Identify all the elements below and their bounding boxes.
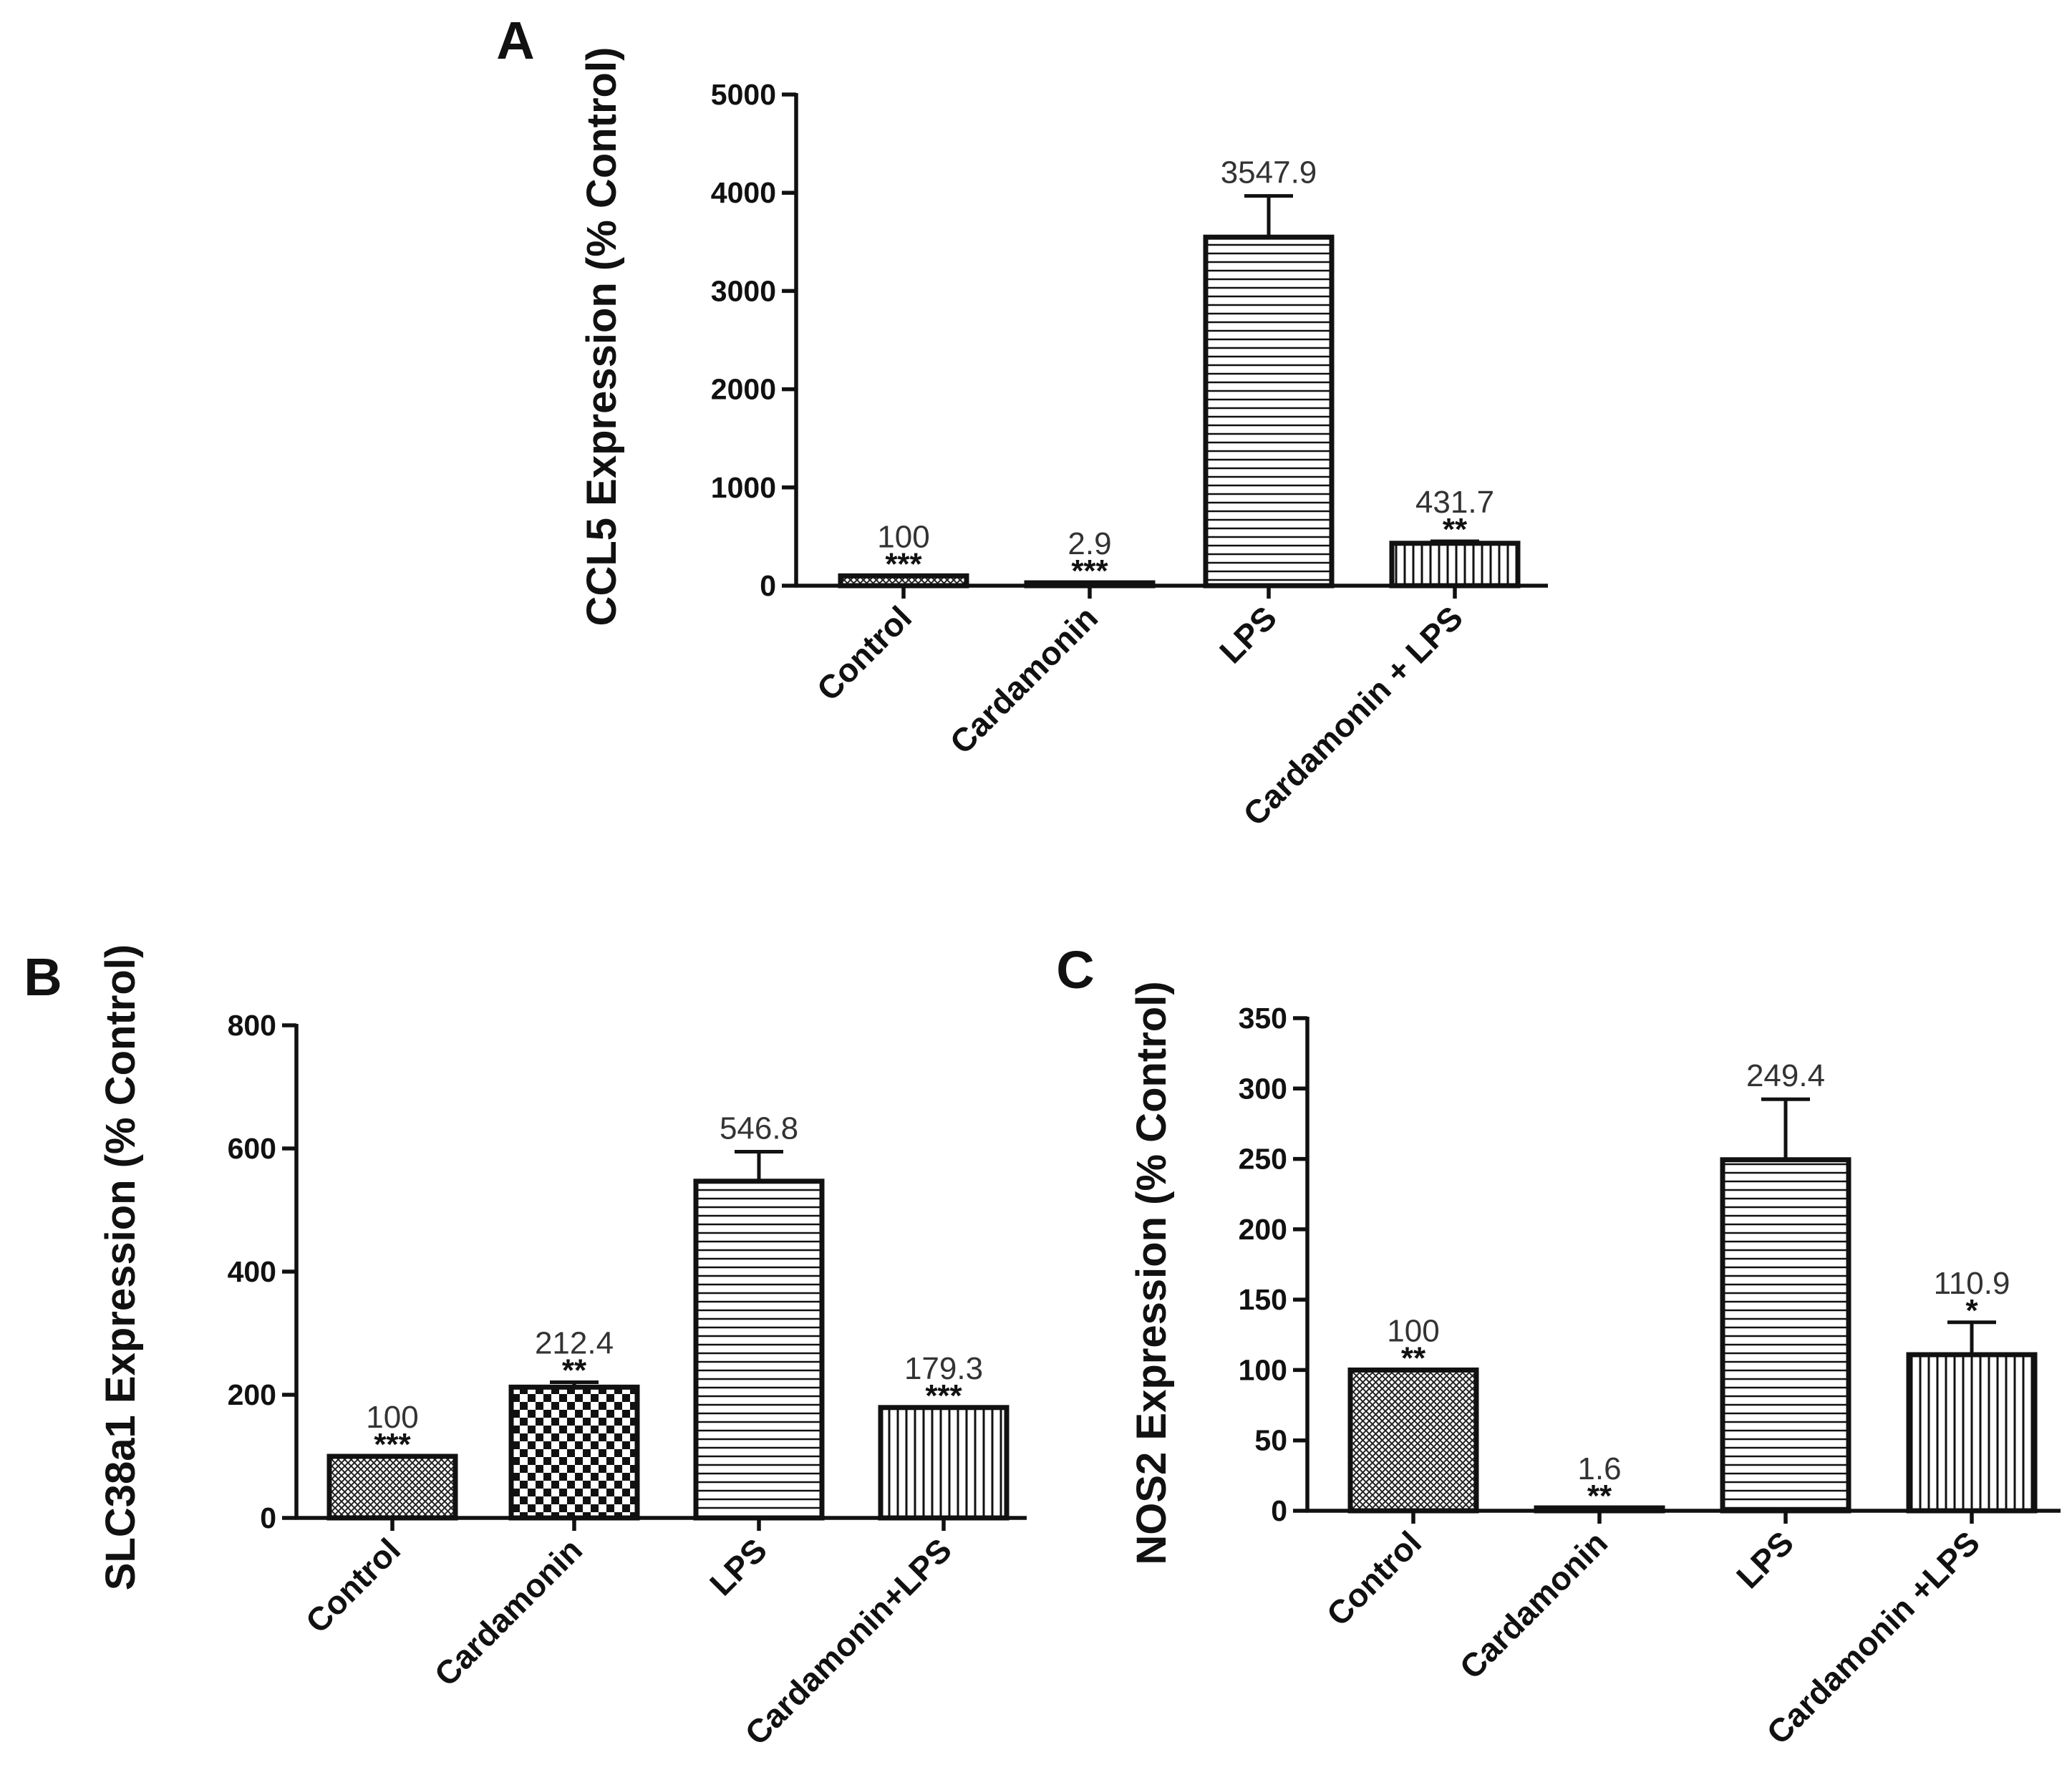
y-axis-title: NOS2 Expression (% Control) (1128, 981, 1175, 1564)
x-tick-label: Cardamonin (427, 1531, 590, 1693)
data-value-label: 3547.9 (1221, 155, 1317, 190)
x-tick-label: Control (1320, 1524, 1428, 1632)
significance-label: ** (1587, 1479, 1612, 1514)
x-tick-label: LPS (1729, 1524, 1801, 1595)
bar (1906, 1352, 2038, 1514)
y-tick-label: 50 (1254, 1424, 1287, 1457)
significance-label: *** (374, 1427, 411, 1462)
bar (1347, 1367, 1479, 1514)
bar (1389, 541, 1521, 589)
x-tick-label: Cardamonin +LPS (1759, 1524, 1987, 1751)
y-axis-title: CCL5 Expression (% Control) (578, 47, 625, 627)
y-tick-label: 300 (1239, 1072, 1287, 1105)
data-value-label: 212.4 (535, 1325, 614, 1360)
y-tick-label: 3000 (711, 274, 776, 307)
y-tick-label: 400 (228, 1255, 276, 1288)
y-tick-label: 5000 (711, 78, 776, 111)
bar (1203, 234, 1335, 589)
panel-a-chart: A CCL5 Expression (% Control) ***100Contr… (496, 11, 1548, 833)
y-tick-label: 0 (1271, 1494, 1287, 1527)
y-tick-label: 4000 (711, 176, 776, 209)
data-value-label: 100 (366, 1400, 418, 1435)
y-tick-label: 2000 (711, 373, 776, 406)
significance-label: ** (1443, 512, 1468, 547)
significance-label: *** (925, 1378, 962, 1413)
y-tick-label: 600 (228, 1132, 276, 1165)
data-value-label: 100 (1387, 1313, 1439, 1348)
y-tick-label: 200 (1239, 1213, 1287, 1246)
data-value-label: 100 (877, 519, 929, 554)
x-tick-label: Control (810, 599, 919, 707)
x-tick-label: Cardamonin (1453, 1524, 1615, 1686)
y-tick-label: 0 (760, 569, 776, 602)
y-tick-label: 0 (260, 1501, 276, 1534)
bar (1720, 1157, 1851, 1514)
y-tick-label: 200 (228, 1378, 276, 1411)
significance-label: ** (1401, 1340, 1426, 1375)
significance-label: * (1965, 1293, 1978, 1328)
y-tick-label: 800 (228, 1009, 276, 1042)
y-tick-label: 1000 (711, 471, 776, 504)
panel-letter: A (496, 11, 534, 70)
x-tick-label: LPS (702, 1531, 774, 1602)
significance-label: *** (885, 546, 922, 581)
y-tick-label: 100 (1239, 1353, 1287, 1386)
bar (693, 1179, 825, 1521)
bar (508, 1384, 640, 1521)
data-value-label: 2.9 (1068, 526, 1111, 561)
panel-letter: B (24, 947, 62, 1007)
data-value-label: 431.7 (1415, 485, 1494, 520)
significance-label: *** (1071, 553, 1108, 589)
x-tick-label: Cardamonin (943, 599, 1105, 761)
data-value-label: 546.8 (720, 1111, 798, 1146)
x-tick-label: Control (299, 1531, 407, 1640)
y-tick-label: 150 (1239, 1283, 1287, 1316)
x-tick-label: LPS (1212, 599, 1284, 670)
y-tick-label: 250 (1239, 1143, 1287, 1176)
panel-c-chart: C NOS2 Expression (% Control) **100Contro… (1056, 940, 2061, 1751)
significance-label: ** (562, 1353, 587, 1388)
panel-b-chart: B SLC38a1 Expression (% Control) ***100Co… (24, 944, 1027, 1752)
data-value-label: 1.6 (1577, 1451, 1621, 1486)
bar (326, 1453, 458, 1521)
panel-letter: C (1056, 940, 1094, 1000)
data-value-label: 249.4 (1746, 1058, 1825, 1093)
y-axis-title: SLC38a1 Expression (% Control) (97, 944, 144, 1590)
bar (878, 1405, 1010, 1521)
x-tick-label: Cardamonin+LPS (737, 1531, 959, 1752)
y-tick-label: 350 (1239, 1002, 1287, 1035)
data-value-label: 179.3 (904, 1351, 983, 1386)
data-value-label: 110.9 (1934, 1266, 2010, 1301)
